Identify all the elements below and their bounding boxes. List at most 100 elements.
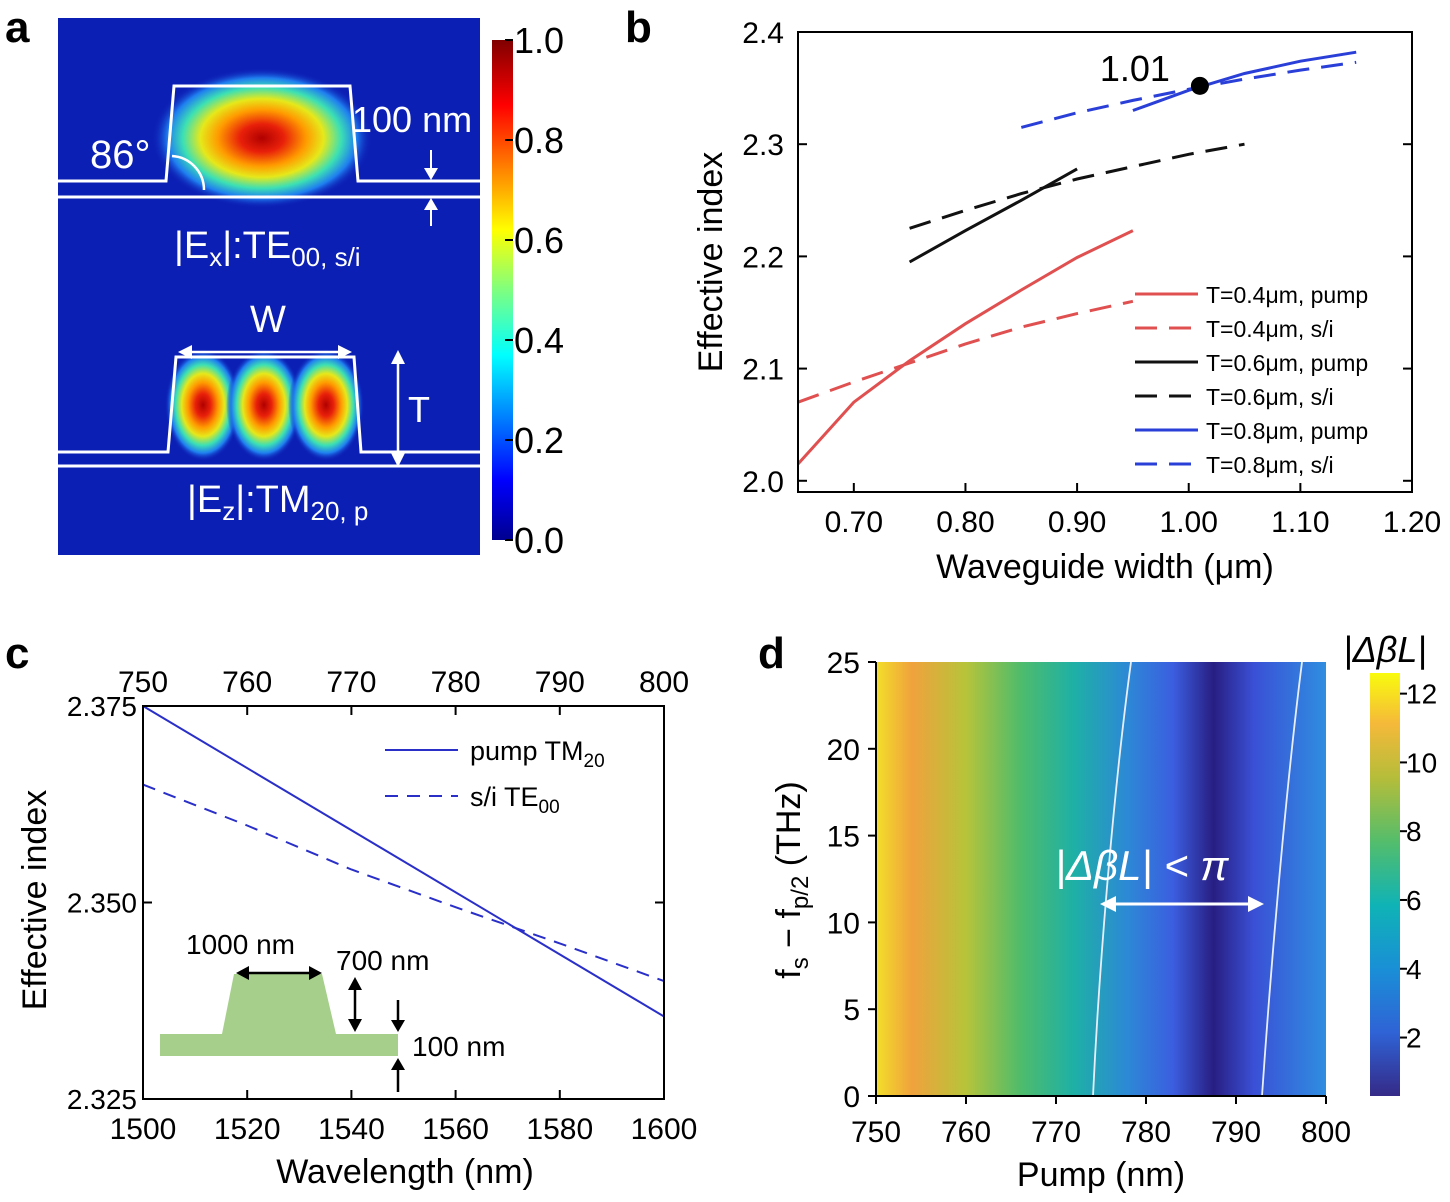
- y-tick-label-b: 2.3: [742, 129, 784, 162]
- colorbar-d-tick-label: 6: [1406, 885, 1422, 916]
- x-tick-label-d: 790: [1211, 1116, 1261, 1149]
- y-tick-label-c: 2.325: [67, 1084, 137, 1115]
- angle-label: 86°: [90, 133, 151, 177]
- legend-label-b-3: T=0.6μm, pump: [1206, 350, 1368, 376]
- series-line-2: [797, 299, 1134, 404]
- series-line-4: [909, 142, 1245, 230]
- phase-mismatch-annotation: |ΔβL| < π: [1055, 842, 1229, 890]
- x-axis-label-c: Wavelength (nm): [276, 1153, 534, 1191]
- inset-slab-arrowhead-top: [391, 1020, 405, 1032]
- inset-waveguide-shape: [160, 974, 398, 1056]
- marker-dot: [1190, 76, 1209, 95]
- x-tick-label-b: 1.00: [1160, 506, 1218, 539]
- x-axis-label-d: Pump (nm): [1017, 1156, 1185, 1194]
- inset-waveguide: 1000 nm 700 nm 100 nm: [160, 929, 505, 1092]
- x-axis-label-b: Waveguide width (μm): [936, 548, 1274, 586]
- colorbar-a-tick-label: 0.0: [514, 520, 564, 561]
- y-tick-label-c: 2.350: [67, 888, 137, 919]
- waveguide-outline-bottom: [58, 355, 480, 454]
- x-tick-label-c: 1580: [526, 1113, 593, 1146]
- x-tick-label-d: 800: [1301, 1116, 1351, 1149]
- panel-label-b: b: [625, 3, 652, 52]
- thickness-arrowhead-down: [424, 168, 438, 180]
- y-axis-label-d: fs − fp/2 (THz): [770, 781, 814, 978]
- waveguide-outline-top: [58, 84, 480, 183]
- y-tick-label-d: 25: [827, 647, 860, 680]
- colorbar-a-tick-label: 0.6: [514, 220, 564, 261]
- colorbar-a-tick-label: 0.8: [514, 120, 564, 161]
- colorbar-a-tick-label: 1.0: [514, 20, 564, 61]
- legend-label-si: s/i TE00: [470, 782, 560, 818]
- series-line-c-1: [142, 705, 665, 1018]
- colorbar-a-tick-label: 0.2: [514, 420, 564, 461]
- y-tick-label-b: 2.4: [742, 17, 784, 50]
- width-arrowhead-right: [338, 345, 352, 359]
- height-label: T: [408, 389, 430, 430]
- heatmap-field: [876, 662, 1326, 1096]
- colorbar-d-tick-label: 10: [1406, 747, 1437, 778]
- x-tick-label-c: 1500: [110, 1113, 177, 1146]
- x-tick-label-b: 1.10: [1271, 506, 1329, 539]
- series-line-c-2: [142, 783, 665, 983]
- x-tick-label-b: 0.80: [936, 506, 994, 539]
- thickness-arrowhead-up: [424, 198, 438, 210]
- y-tick-label-b: 2.2: [742, 241, 784, 274]
- width-arrowhead-left: [178, 345, 192, 359]
- top-x-tick-label-c: 750: [118, 666, 168, 699]
- legend-label-b-2: T=0.4μm, s/i: [1206, 316, 1334, 342]
- tm20-field-lobe-left: [165, 349, 241, 461]
- colorbar-d-tick-label: 4: [1406, 954, 1422, 985]
- colorbar-d-tick-label: 12: [1406, 679, 1437, 710]
- legend-label-pump: pump TM20: [470, 736, 605, 772]
- phase-window-arrowhead-left: [1100, 896, 1116, 912]
- te00-field-lobe: [152, 68, 372, 208]
- film-thickness-label: 100 nm: [352, 99, 472, 140]
- x-tick-label-d: 750: [851, 1116, 901, 1149]
- height-arrowhead-top: [391, 350, 405, 364]
- top-x-tick-label-c: 770: [326, 666, 376, 699]
- tm-mode-label: |Ez|:TM20, p: [187, 479, 368, 526]
- height-arrowhead-bottom: [391, 453, 405, 467]
- x-tick-label-d: 760: [941, 1116, 991, 1149]
- legend-label-b-6: T=0.8μm, s/i: [1206, 452, 1334, 478]
- y-tick-label-d: 10: [827, 907, 860, 940]
- series-line-3: [908, 167, 1078, 264]
- angle-arc: [171, 154, 206, 191]
- x-tick-label-c: 1560: [422, 1113, 489, 1146]
- contour-left: [1092, 661, 1132, 1097]
- x-tick-label-b: 1.20: [1383, 506, 1441, 539]
- colorbar-d-title: |ΔβL|: [1343, 629, 1426, 670]
- colorbar-a: [492, 40, 513, 540]
- marker-label: 1.01: [1100, 48, 1170, 89]
- y-tick-label-b: 2.0: [742, 466, 784, 499]
- x-tick-label-c: 1520: [214, 1113, 281, 1146]
- top-x-tick-label-c: 780: [431, 666, 481, 699]
- series-line-6: [1020, 60, 1357, 129]
- y-tick-label-d: 15: [827, 821, 860, 854]
- panel-label-c: c: [5, 629, 29, 678]
- x-tick-label-d: 780: [1121, 1116, 1171, 1149]
- panel-c: c 1500 750 1520 760 1540 770 1560 780 1580 790 160…: [5, 629, 697, 1191]
- x-tick-label-d: 770: [1031, 1116, 1081, 1149]
- legend-c: pump TM20 s/i TE00: [385, 736, 605, 818]
- x-tick-label-b: 0.90: [1048, 506, 1106, 539]
- panel-label-d: d: [758, 629, 785, 678]
- series-line-1: [796, 229, 1134, 466]
- panel-d: d |ΔβL| < π 750 760 770 780 790 800 0 5 10 15 20 25…: [758, 629, 1437, 1194]
- x-tick-label-c: 1540: [318, 1113, 385, 1146]
- panel-b: b 0.70 0.80 0.90 1.00 1.10 1.20 2.0 2.1 2.2 2.3 2.…: [625, 3, 1441, 586]
- inset-height-arrowhead-bottom: [348, 1019, 362, 1032]
- colorbar-d: [1370, 673, 1400, 1096]
- y-tick-label-d: 5: [843, 994, 860, 1027]
- y-tick-label-b: 2.1: [742, 354, 784, 387]
- y-tick-label-d: 0: [843, 1081, 860, 1114]
- tm20-field-lobe-center: [226, 349, 302, 461]
- top-x-tick-label-c: 760: [222, 666, 272, 699]
- colorbar-d-tick-label: 8: [1406, 816, 1422, 847]
- top-x-tick-label-c: 800: [639, 666, 689, 699]
- phase-window-arrowhead-right: [1248, 896, 1264, 912]
- inset-height-arrowhead-top: [348, 977, 362, 990]
- legend-label-b-1: T=0.4μm, pump: [1206, 282, 1368, 308]
- inset-width-arrowhead-left: [236, 966, 249, 980]
